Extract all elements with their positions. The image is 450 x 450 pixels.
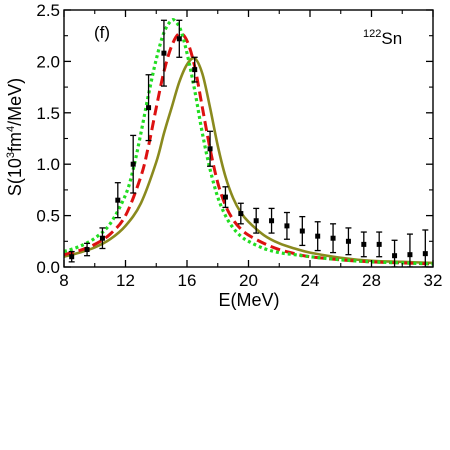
x-tick-label: 32 [424,271,443,290]
data-point [192,67,198,73]
y-axis-title-prefix: S(10 [5,158,25,196]
series-dotted-line [64,18,433,266]
data-point [115,197,121,203]
data-point [269,218,275,224]
data-point [330,235,336,241]
data-point [238,211,244,217]
nucleus-element: Sn [381,29,402,48]
y-axis-title: S(103fm4/MeV) [5,78,25,196]
data-point [222,194,228,200]
y-tick-label: 2.0 [36,52,60,71]
y-tick-label: 0.0 [36,258,60,277]
data-point [407,252,413,258]
y-tick-label: 1.0 [36,155,60,174]
ticks-layer: 8 12 16 20 24 28 32 0.0 0.5 1.0 1.5 2.0 2.5 [36,1,442,290]
data-point [361,241,367,247]
data-point [176,36,182,42]
x-axis-title: E(MeV) [218,290,279,310]
data-point [392,253,398,259]
x-tick-label: 28 [362,271,381,290]
data-point [146,105,152,111]
x-tick-label: 12 [116,271,135,290]
nucleus-mass: 122 [363,28,381,40]
data-point [376,241,382,247]
data-point [253,218,259,224]
y-axis-title-mid: fm [5,132,25,152]
y-axis-title-suffix: /MeV) [5,78,25,126]
data-point [99,235,105,241]
x-tick-label: 8 [59,271,68,290]
x-tick-label: 20 [239,271,258,290]
panel-label: (f) [94,23,110,42]
series-solid-line [64,56,433,265]
x-tick-label: 16 [178,271,197,290]
data-point [69,254,75,260]
data-point [161,50,167,56]
nucleus-label: 122Sn [363,28,402,48]
y-tick-label: 2.5 [36,1,60,20]
data-point [315,233,321,239]
y-axis-title-exp1: 3 [5,152,17,158]
data-point [422,251,428,257]
y-axis-title-exp2: 4 [5,126,17,132]
data-layer [64,18,433,267]
data-point [345,238,351,244]
data-point [299,228,305,234]
data-point [284,223,290,229]
x-tick-label: 24 [301,271,320,290]
data-point [207,146,213,152]
y-tick-label: 1.5 [36,104,60,123]
y-tick-label: 0.5 [36,207,60,226]
data-point [130,161,136,167]
data-point [84,247,90,253]
